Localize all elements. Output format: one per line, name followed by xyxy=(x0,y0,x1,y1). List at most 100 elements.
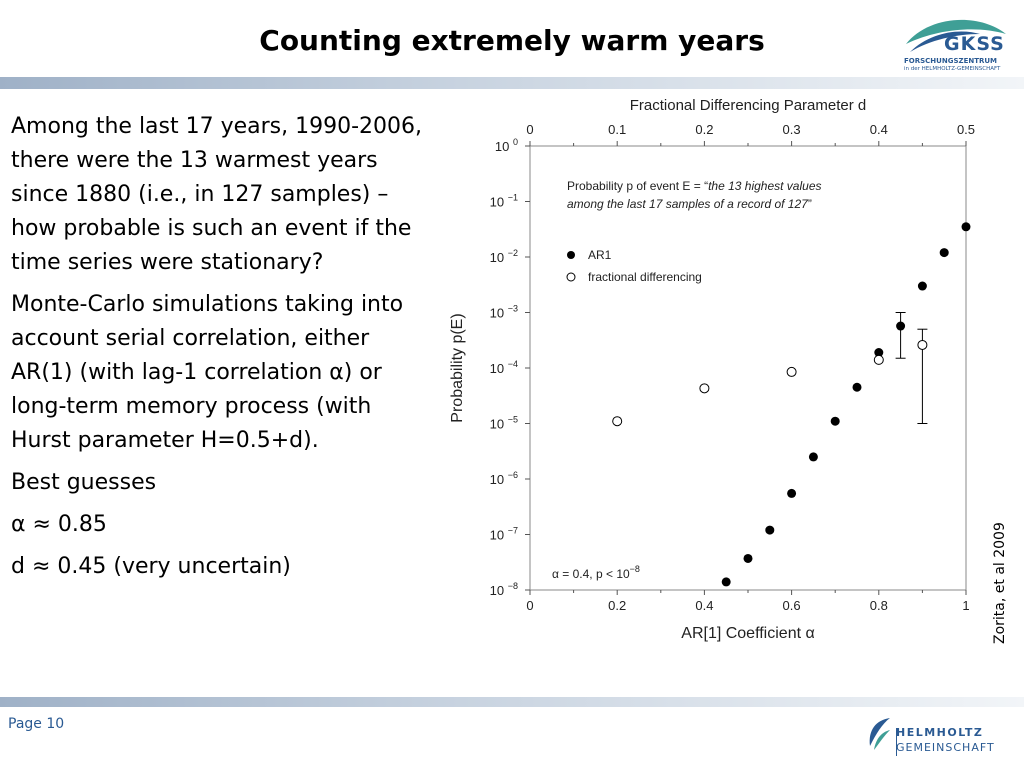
helmholtz-logo xyxy=(866,716,892,754)
fd-point xyxy=(612,416,623,427)
ar1-point xyxy=(917,281,927,291)
ar1-point xyxy=(896,321,906,331)
marks-layer xyxy=(612,222,971,587)
annotation-title: Probability p of event E = “ xyxy=(567,179,708,193)
page-number: Page 10 xyxy=(8,716,65,732)
y-tick-exponent: −5 xyxy=(508,415,518,425)
corner-note: α = 0.4, p < 10−8 xyxy=(552,564,640,581)
y-tick-base: 10 xyxy=(490,417,508,432)
y-tick-label: 10 −2 xyxy=(490,248,518,265)
y-tick-exponent: −4 xyxy=(508,359,518,369)
annotation-close: ” xyxy=(808,197,812,211)
credit-svg: Zorita, et al 2009 xyxy=(992,522,1008,644)
x-tick-label: 0.6 xyxy=(783,598,801,613)
y-tick-exponent: −7 xyxy=(508,526,518,536)
x-tick-label: 0.2 xyxy=(608,598,626,613)
y-tick-label: 10 −5 xyxy=(490,415,518,432)
y-tick-base: 10 xyxy=(490,195,508,210)
axes-layer: 0 0.2 0.4 0.6 0.8 10 0.1 0.2 0.3 0.4 0.510 010 −11… xyxy=(490,122,975,613)
y-tick-base: 10 xyxy=(490,583,508,598)
legend-ar1-label: AR1 xyxy=(588,248,612,262)
top-tick-label: 0 xyxy=(526,122,533,137)
y-tick-exponent: −6 xyxy=(508,470,518,480)
credit-text: Zorita, et al 2009 xyxy=(992,522,1008,644)
ar1-point xyxy=(939,248,949,258)
top-tick-label: 0.5 xyxy=(957,122,975,137)
ar1-point xyxy=(830,416,840,426)
x-tick-label: 0 xyxy=(526,598,533,613)
helmholtz-subname: GEMEINSCHAFT xyxy=(896,741,995,754)
y-tick-label: 10 −8 xyxy=(490,581,518,598)
y-tick-exponent: −1 xyxy=(508,193,518,203)
method-paragraph: Monte-Carlo simulations taking into acco… xyxy=(11,292,404,453)
best-guesses-heading: Best guesses xyxy=(11,470,157,495)
annotation-italic-1: the 13 highest values xyxy=(708,179,821,193)
y-tick-base: 10 xyxy=(490,361,508,376)
ar1-point xyxy=(852,382,862,392)
probability-chart: Fractional Differencing Parameter d AR[1… xyxy=(440,92,1000,652)
fd-point xyxy=(873,354,884,365)
ar1-point xyxy=(808,452,818,462)
chart-svg: Fractional Differencing Parameter d AR[1… xyxy=(449,97,975,642)
question-paragraph: Among the last 17 years, 1990-2006, ther… xyxy=(11,114,423,275)
slide-title: Counting extremely warm years xyxy=(259,24,765,57)
body-text: Among the last 17 years, 1990-2006, ther… xyxy=(11,110,426,592)
y-tick-base: 10 xyxy=(490,472,508,487)
top-tick-label: 0.1 xyxy=(608,122,626,137)
alpha-guess: α ≈ 0.85 xyxy=(11,512,107,537)
y-tick-exponent: −3 xyxy=(508,304,518,314)
annotation-italic-2: among the last 17 samples of a record of… xyxy=(567,197,809,211)
y-tick-base: 10 xyxy=(495,139,513,154)
y-tick-label: 10 −1 xyxy=(490,193,518,210)
ar1-point xyxy=(743,553,753,563)
chart-title: Fractional Differencing Parameter d xyxy=(630,97,867,114)
y-tick-exponent: 0 xyxy=(513,137,518,147)
fd-point xyxy=(917,339,928,350)
y-tick-base: 10 xyxy=(490,306,508,321)
ar1-point xyxy=(874,348,884,358)
gkss-tagline: in der HELMHOLTZ-GEMEINSCHAFT xyxy=(904,66,1001,72)
x-axis-label: AR[1] Coefficient α xyxy=(681,625,814,642)
y-tick-label: 10 −7 xyxy=(490,526,518,543)
annotation-line-2: among the last 17 samples of a record of… xyxy=(567,197,812,211)
x-tick-label: 0.4 xyxy=(695,598,713,613)
gkss-logo xyxy=(900,18,1012,74)
helmholtz-name: HELMHOLTZ xyxy=(896,726,984,739)
gkss-name: GKSS xyxy=(944,33,1005,55)
d-guess: d ≈ 0.45 (very uncertain) xyxy=(11,554,291,579)
x-tick-label: 1 xyxy=(962,598,969,613)
legend-fd-label: fractional differencing xyxy=(588,270,702,284)
corner-note-exp: −8 xyxy=(630,564,640,574)
corner-note-main: α = 0.4, p < 10 xyxy=(552,567,630,581)
ar1-point xyxy=(787,488,797,498)
x-tick-label: 0.8 xyxy=(870,598,888,613)
citation-credit: Zorita, et al 2009 xyxy=(985,498,1015,646)
y-tick-label: 10 −6 xyxy=(490,470,518,487)
annotation-line-1: Probability p of event E = “the 13 highe… xyxy=(567,179,822,193)
ar1-point xyxy=(961,222,971,232)
top-tick-label: 0.3 xyxy=(783,122,801,137)
legend-ar1-marker xyxy=(567,251,575,259)
y-tick-base: 10 xyxy=(490,250,508,265)
top-tick-label: 0.4 xyxy=(870,122,888,137)
y-tick-label: 10 −3 xyxy=(490,304,518,321)
y-tick-exponent: −2 xyxy=(508,248,518,258)
helmholtz-divider xyxy=(896,728,897,756)
ar1-point xyxy=(765,525,775,535)
y-axis-label: Probability p(E) xyxy=(449,313,466,422)
gkss-subtitle: FORSCHUNGSZENTRUM xyxy=(904,57,998,65)
plot-frame xyxy=(529,145,967,591)
legend-fd-marker xyxy=(566,272,576,282)
y-tick-label: 10 0 xyxy=(495,137,518,154)
header-gradient-bar xyxy=(0,77,1024,89)
fd-point xyxy=(786,366,797,377)
y-tick-base: 10 xyxy=(490,528,508,543)
y-tick-exponent: −8 xyxy=(508,581,518,591)
ar1-point xyxy=(721,577,731,587)
footer-gradient-bar xyxy=(0,697,1024,707)
fd-point xyxy=(699,383,710,394)
gkss-wave-icon xyxy=(906,19,1006,52)
helmholtz-leaf-icon xyxy=(869,718,890,750)
top-tick-label: 0.2 xyxy=(695,122,713,137)
y-tick-label: 10 −4 xyxy=(490,359,518,376)
